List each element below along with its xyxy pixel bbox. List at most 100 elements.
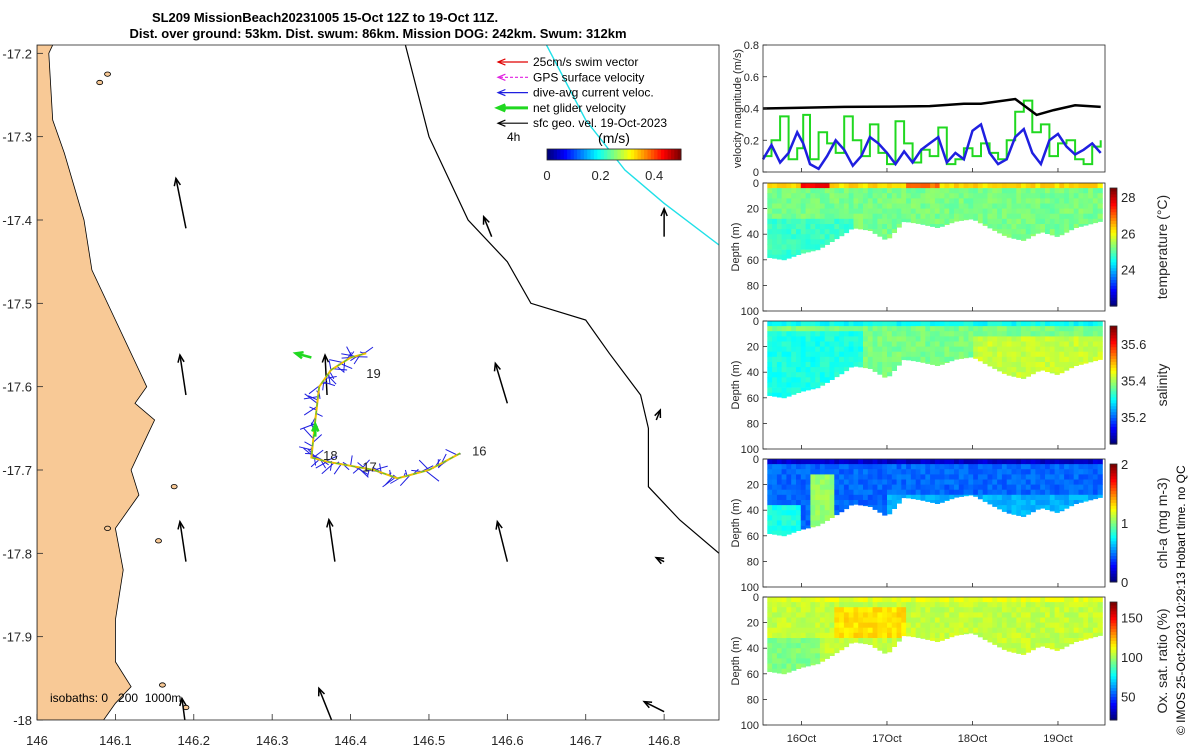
colorbar-cell	[553, 149, 558, 160]
temperature-cell	[858, 203, 864, 209]
salinity-cell	[1088, 331, 1094, 337]
surface-current-arrow-9-head	[495, 519, 503, 530]
chl-a-cell	[1035, 479, 1041, 485]
oxygen-cell	[1016, 617, 1022, 623]
oxygen-cell	[939, 627, 945, 634]
salinity-cell	[939, 321, 945, 327]
oxygen-cell	[1073, 622, 1079, 629]
salinity-cell	[1025, 362, 1031, 368]
temperature-cell	[963, 208, 969, 215]
temperature-y-tick-label: 60	[747, 255, 759, 267]
oxygen-cell	[796, 658, 802, 664]
temperature-cell	[1011, 229, 1017, 235]
temperature-cell	[767, 203, 773, 209]
surface-current-arrow-11-shaft	[181, 698, 186, 720]
oxygen-cell	[1011, 607, 1017, 613]
oxygen-cell	[1021, 653, 1027, 655]
temperature-cell	[1088, 193, 1094, 199]
oxygen-cell	[839, 627, 845, 634]
oxygen-cell	[839, 617, 845, 623]
temperature-cell	[805, 218, 811, 225]
temperature-cell	[997, 218, 1003, 225]
oxygen-colorbar-label: Ox. sat. ratio (%)	[1154, 608, 1170, 713]
map-y-tick-label: -17.4	[2, 213, 32, 228]
temperature-cell	[1040, 198, 1046, 204]
chl-a-cell	[848, 489, 854, 496]
oxygen-cell	[815, 653, 821, 659]
chl-a-cell	[968, 474, 974, 480]
oxygen-cell	[824, 638, 830, 644]
oxygen-cell	[767, 632, 773, 639]
temperature-cell	[805, 229, 811, 235]
salinity-cell	[925, 331, 931, 337]
oxygen-cell	[1097, 627, 1103, 634]
temperature-cell	[977, 198, 984, 204]
oxygen-cell	[934, 607, 941, 613]
oxygen-colorbar-cell	[1110, 649, 1117, 653]
temperature-cell	[891, 183, 897, 189]
salinity-cell	[915, 341, 921, 347]
salinity-cell	[920, 356, 926, 363]
oxygen-cell	[1064, 607, 1070, 613]
salinity-colorbar-cell	[1110, 355, 1117, 359]
salinity-cell	[992, 341, 998, 347]
temperature-cell	[1011, 224, 1017, 230]
salinity-cell	[925, 351, 931, 358]
dive-avg-current-vector	[325, 455, 338, 462]
oxygen-cell	[877, 612, 883, 618]
chl-a-cell	[796, 505, 802, 511]
chl-a-cell	[1054, 484, 1060, 491]
oxygen-cell	[1049, 622, 1055, 629]
oxygen-cell	[930, 632, 936, 639]
chl-a-colorbar-cell	[1110, 567, 1117, 571]
salinity-cell	[839, 362, 845, 368]
temperature-y-tick-label: 100	[741, 306, 759, 318]
temperature-cell	[853, 188, 859, 194]
oxygen-cell	[858, 632, 864, 639]
chl-a-cell	[963, 494, 969, 497]
chl-a-cell	[791, 525, 797, 532]
temperature-cell	[853, 218, 859, 225]
colorbar-cell	[580, 149, 585, 160]
salinity-cell	[829, 351, 835, 358]
oxygen-cell	[772, 653, 778, 659]
chl-a-cell	[815, 515, 821, 521]
chl-a-cell	[944, 474, 950, 480]
chl-a-cell	[800, 500, 806, 506]
temperature-cell	[891, 198, 897, 204]
temperature-cell	[767, 239, 773, 245]
oxygen-cell	[920, 638, 926, 639]
salinity-cell	[863, 321, 869, 327]
salinity-cell	[930, 326, 936, 332]
oxygen-cell	[772, 617, 778, 623]
chl-a-cell	[810, 515, 816, 521]
chl-a-cell	[992, 459, 998, 465]
salinity-cell	[781, 367, 787, 373]
temperature-cell	[934, 213, 941, 220]
salinity-cell	[834, 356, 840, 363]
salinity-cell	[1035, 356, 1041, 363]
salinity-cell	[786, 321, 792, 327]
temperature-cell	[1001, 218, 1008, 225]
chl-a-cell	[992, 484, 998, 491]
salinity-y-tick-label: 20	[747, 342, 759, 354]
chl-a-cell	[867, 484, 873, 491]
salinity-cell	[791, 346, 797, 353]
temperature-cell	[973, 203, 979, 209]
oxygen-cell	[867, 597, 873, 603]
chl-a-cell	[963, 484, 969, 491]
salinity-cell	[819, 351, 826, 358]
chl-a-cell	[1016, 510, 1022, 516]
chl-a-cell	[800, 525, 806, 530]
salinity-cell	[815, 351, 821, 358]
chl-a-cell	[781, 484, 787, 491]
oxygen-colorbar-cell	[1110, 622, 1117, 627]
temperature-cell	[819, 229, 826, 235]
oxygen-cell	[877, 638, 883, 644]
chl-a-cell	[1021, 494, 1027, 501]
salinity-cell	[796, 326, 802, 332]
chl-a-cell	[901, 479, 907, 485]
oxygen-cell	[815, 658, 821, 664]
temperature-cell	[977, 208, 984, 215]
oxygen-cell	[982, 597, 988, 603]
